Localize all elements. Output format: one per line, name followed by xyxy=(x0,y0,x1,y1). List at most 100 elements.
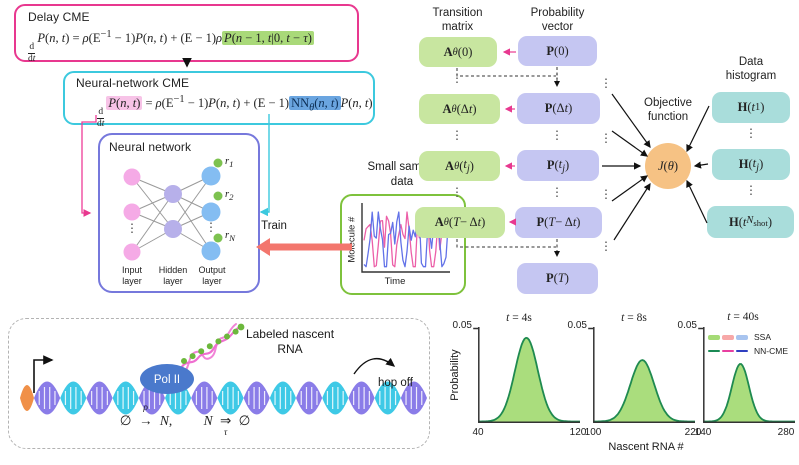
dots-transition-1: ⋮ xyxy=(451,71,463,85)
dna-promoter-segment xyxy=(20,385,34,411)
panel-axes xyxy=(698,327,795,423)
nn-output-nodes xyxy=(201,166,221,261)
rna-label-bead xyxy=(237,323,245,331)
dna-segment xyxy=(112,381,139,415)
sample-xlabel: Time xyxy=(384,276,406,287)
ytick-panel1: 0.05 xyxy=(452,320,472,331)
dna-segment xyxy=(86,381,113,415)
xtick-2b: 220 xyxy=(684,427,702,438)
probability-box-0: P (0) xyxy=(518,36,597,66)
dna-segment xyxy=(34,381,61,415)
histogram-box-2: H(t Nshot) xyxy=(707,206,794,238)
nascent-rna xyxy=(178,323,245,373)
delay-cme-title: Delay CME xyxy=(28,10,90,24)
nn-output-dots: ⋮ xyxy=(205,220,217,234)
objective-function-circle: J(θ) xyxy=(645,143,691,189)
legend-swatch xyxy=(722,349,734,353)
panel2-title: t = 8s xyxy=(621,312,647,324)
distribution-fill xyxy=(593,360,695,422)
nn-input-nodes xyxy=(123,168,141,261)
dots-mid-3: ⋮ xyxy=(600,187,612,201)
reaction-production: ∅ ρ → N, xyxy=(119,403,173,428)
pol-ii-ellipse xyxy=(140,364,194,394)
rna-label-bead xyxy=(215,338,222,345)
dots-probability-1: ⋮ xyxy=(551,71,563,85)
legend-label: NN-CME xyxy=(754,346,788,356)
histogram-box-0: H(t 1) xyxy=(712,92,790,123)
xtick-2a: 100 xyxy=(584,427,602,438)
xtick-1b: 120 xyxy=(569,427,587,438)
rna-label-bead xyxy=(181,358,187,364)
nn-cme-equation: d dt P(n, t) = ρ(E−1 − 1)P(n, t) + (E − 1)… xyxy=(97,94,373,129)
dna-helix xyxy=(20,381,427,415)
dots-histogram-2: ⋮ xyxy=(745,183,757,197)
dna-segment xyxy=(217,381,244,415)
nn-hidden-nodes xyxy=(164,185,182,238)
legend-swatch xyxy=(708,349,720,353)
nn-input-dots: ⋮ xyxy=(126,221,138,235)
dots-histogram-1: ⋮ xyxy=(745,126,757,140)
rate-label-r1: r1 xyxy=(225,156,234,170)
promoter-arrow xyxy=(33,355,54,393)
hidden-layer-label: Hidden layer xyxy=(158,265,188,286)
dna-segment xyxy=(374,381,401,415)
nn-rate-nodes xyxy=(213,158,223,243)
dots-transition-3: ⋮ xyxy=(451,185,463,199)
pink-highlight-connector xyxy=(81,115,97,217)
neural-network-graph xyxy=(123,158,223,261)
panel-axes xyxy=(473,327,580,423)
legend-row: NN-CME xyxy=(708,346,798,356)
distribution-plot-1 xyxy=(473,327,580,423)
legend-row: SSA xyxy=(708,332,798,342)
sample-axes xyxy=(361,203,450,273)
probability-box-2: P(tj) xyxy=(517,150,599,181)
distribution-fill xyxy=(703,364,795,422)
dna-segment xyxy=(60,381,87,415)
dots-mid-4: ⋮ xyxy=(600,239,612,253)
dna-segment xyxy=(348,381,375,415)
distribution-fill xyxy=(478,337,580,422)
legend-swatch xyxy=(736,349,748,353)
panel3-title: t = 40s xyxy=(727,311,759,323)
dna-segment xyxy=(191,381,218,415)
rna-label-bead xyxy=(198,348,205,355)
legend: SSA NN-CME xyxy=(708,332,798,360)
dots-mid-2: ⋮ xyxy=(600,131,612,145)
dots-transition-2: ⋮ xyxy=(451,128,463,142)
train-arrow xyxy=(256,238,352,256)
hop-off-arrow xyxy=(353,357,396,375)
pol-ii-label: Pol II xyxy=(154,374,180,386)
nn-cme-box: Neural-network CME d dt P(n, t) = ρ(E−1 − … xyxy=(63,71,375,129)
panel-axes xyxy=(588,327,695,423)
probability-vector-header: Probability vector xyxy=(530,7,585,34)
delay-cme-box: Delay CME d dt P(n, t) = ρ(E−1 − 1)P(n, t)… xyxy=(14,4,359,64)
nn-cme-title: Neural-network CME xyxy=(76,76,190,90)
dots-mid-1: ⋮ xyxy=(600,76,612,90)
dna-segment xyxy=(296,381,323,415)
p-to-a-arrows xyxy=(502,48,516,226)
nascent-rna-xlabel: Nascent RNA # xyxy=(608,441,684,453)
objective-function-label: Objective function xyxy=(644,97,692,124)
distribution-curve xyxy=(478,336,580,423)
delay-cme-equation: d dt P(n, t) = ρ(E−1 − 1)P(n, t) + (E − 1)… xyxy=(28,29,314,64)
ytick-panel3: 0.05 xyxy=(677,320,697,331)
dots-probability-2: ⋮ xyxy=(551,128,563,142)
dna-segment xyxy=(243,381,270,415)
histogram-box-1: H(tj) xyxy=(712,149,790,180)
prob-ylabel: Probability xyxy=(449,349,461,401)
probability-box-1: P (Δ t) xyxy=(517,93,600,124)
rna-label-bead xyxy=(206,343,213,350)
sample-trajectory xyxy=(363,211,449,268)
xtick-1a: 40 xyxy=(472,427,484,438)
reaction-degradation: N τ ⇒ ∅ xyxy=(203,413,251,438)
neural-network-title: Neural network xyxy=(109,140,192,154)
hop-off-label: hop off xyxy=(378,377,413,389)
dna-segment xyxy=(400,381,427,415)
rna-label-bead xyxy=(232,328,239,335)
